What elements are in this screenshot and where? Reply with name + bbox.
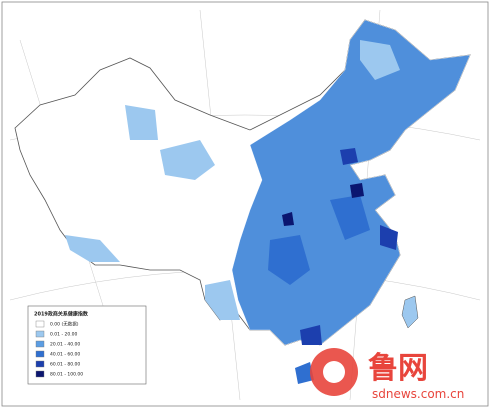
legend-label: 40.01 - 60.00 — [50, 352, 80, 358]
legend-swatch — [35, 330, 45, 338]
legend-swatch — [35, 360, 45, 368]
legend-label: 20.01 - 40.00 — [50, 342, 80, 348]
legend-box — [27, 305, 147, 385]
legend-label: 80.01 - 100.00 — [50, 372, 83, 378]
legend-swatch — [35, 370, 45, 378]
logo-inner — [323, 361, 345, 383]
legend-label: 0.01 - 20.00 — [50, 332, 78, 338]
legend-label: 0.00 (无数据) — [50, 321, 79, 328]
legend-swatch — [35, 350, 45, 358]
brand: 鲁网 — [368, 351, 428, 386]
legend-label: 60.01 - 80.00 — [50, 362, 80, 368]
watermark: 鲁网 sdnews.com.cn — [310, 348, 464, 401]
legend-title: 2019政商关系健康指数 — [34, 311, 89, 318]
site: sdnews.com.cn — [372, 387, 464, 401]
legend: 2019政商关系健康指数 0.00 (无数据) 0.01 - 20.00 20.01… — [27, 305, 147, 385]
legend-swatch — [35, 340, 45, 348]
legend-swatch — [35, 320, 45, 328]
region-patches — [65, 40, 419, 384]
